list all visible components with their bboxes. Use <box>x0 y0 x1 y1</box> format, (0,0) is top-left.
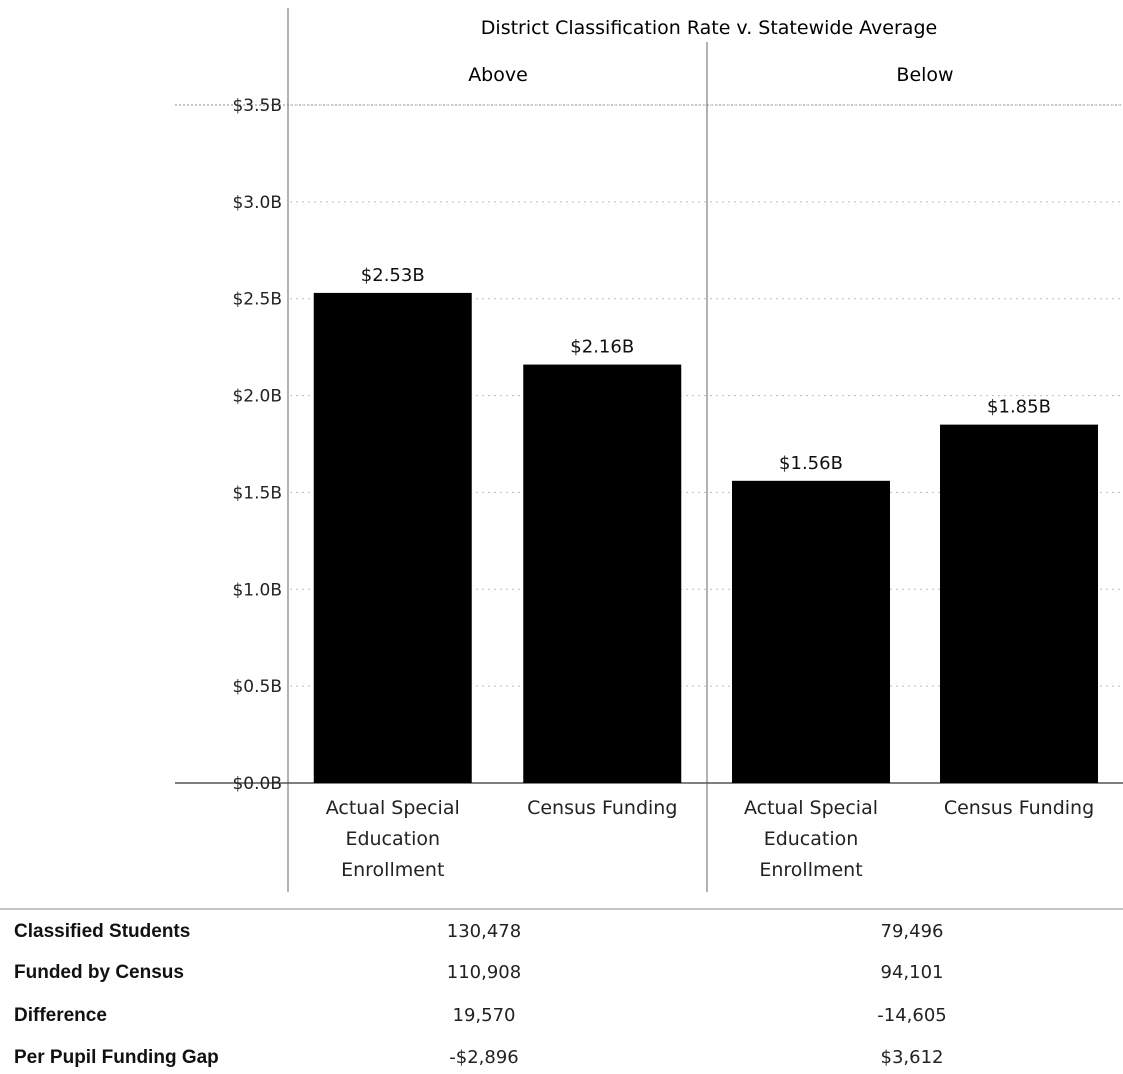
y-tick-label: $3.0B <box>232 193 282 213</box>
y-tick-label: $3.5B <box>232 96 282 116</box>
chart-title: District Classification Rate v. Statewid… <box>481 17 937 39</box>
bar-value-label: $2.53B <box>361 265 425 286</box>
table-cell-above: 19,570 <box>453 1005 516 1026</box>
table-cell-below: $3,612 <box>881 1047 944 1068</box>
table-cell-above: 110,908 <box>447 962 521 983</box>
table-row-label: Classified Students <box>14 921 190 942</box>
table-cell-below: 79,496 <box>881 921 944 942</box>
bar <box>732 480 890 783</box>
category-label: Education <box>345 828 440 850</box>
bar <box>523 364 682 783</box>
category-label: Actual Special <box>744 797 878 819</box>
category-label: Census Funding <box>527 797 677 819</box>
y-tick-label: $0.5B <box>232 677 282 697</box>
y-tick-label: $1.0B <box>232 580 282 600</box>
bars: $2.53B $2.16B $1.56B $1.85B <box>313 265 1098 783</box>
y-tick-label: $2.5B <box>232 290 282 310</box>
category-label: Actual Special <box>326 797 460 819</box>
table-cell-above: -$2,896 <box>449 1047 518 1068</box>
table-cell-below: 94,101 <box>881 962 944 983</box>
bar-value-label: $2.16B <box>570 337 634 358</box>
table-cell-above: 130,478 <box>447 921 521 942</box>
bar <box>313 292 472 783</box>
bar-value-label: $1.85B <box>987 397 1051 418</box>
y-axis-ticks: $0.0B $0.5B $1.0B $1.5B $2.0B $2.5B $3.0B $3.5B <box>232 96 282 794</box>
bar-value-label: $1.56B <box>779 453 843 474</box>
category-label: Enrollment <box>759 859 862 881</box>
group-header-below: Below <box>896 64 953 86</box>
group-header-above: Above <box>468 64 528 86</box>
y-tick-label: $2.0B <box>232 387 282 407</box>
y-tick-label: $0.0B <box>232 774 282 794</box>
table-row-label: Funded by Census <box>14 962 184 983</box>
table-row-label: Per Pupil Funding Gap <box>14 1047 219 1068</box>
table-row-label: Difference <box>14 1005 107 1026</box>
table-cell-below: -14,605 <box>877 1005 946 1026</box>
category-label: Education <box>764 828 859 850</box>
y-tick-label: $1.5B <box>232 483 282 503</box>
summary-table: Classified Students 130,478 79,496 Funded b… <box>14 921 947 1068</box>
category-label: Enrollment <box>341 859 444 881</box>
category-labels: Actual Special Education Enrollment Census … <box>326 797 1094 881</box>
bar <box>940 424 1098 783</box>
category-label: Census Funding <box>944 797 1094 819</box>
